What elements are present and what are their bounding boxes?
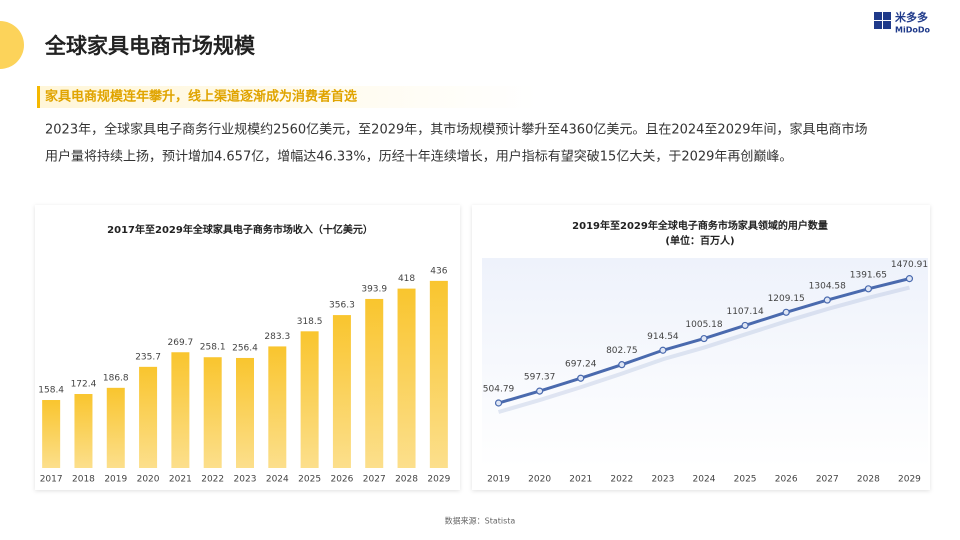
marker xyxy=(864,285,872,293)
logo-icon xyxy=(883,12,891,20)
x-tick-label: 2027 xyxy=(363,475,386,485)
x-tick-label: 2028 xyxy=(395,475,418,485)
chart-subtitle: (单位：百万人) xyxy=(665,234,734,247)
x-tick-label: 2021 xyxy=(169,475,192,485)
marker xyxy=(782,308,790,316)
x-tick-label: 2028 xyxy=(857,475,880,485)
logo-icon xyxy=(874,21,882,29)
bar xyxy=(397,288,416,468)
logo-icon xyxy=(883,21,891,29)
x-tick-label: 2024 xyxy=(693,475,716,485)
source: 数据来源：Statista xyxy=(445,516,516,526)
value-label: 186.8 xyxy=(103,373,129,383)
logo-en: MiDoDo xyxy=(895,26,930,35)
x-tick-label: 2022 xyxy=(610,475,633,485)
chart-title: 2017年至2029年全球家具电子商务市场收入（十亿美元） xyxy=(107,223,373,236)
x-tick-label: 2021 xyxy=(569,475,592,485)
bar xyxy=(106,387,125,468)
value-label: 1304.58 xyxy=(809,282,846,292)
logo-icon xyxy=(874,12,882,20)
headline: 家具电商规模连年攀升，线上渠道逐渐成为消费者首选 xyxy=(45,89,357,105)
bar xyxy=(139,366,158,468)
value-label: 597.37 xyxy=(524,373,556,383)
value-label: 158.4 xyxy=(38,386,64,396)
marker xyxy=(618,361,626,369)
value-label: 356.3 xyxy=(329,301,355,311)
body-text: 2023年，全球家具电子商务行业规模约2560亿美元，至2029年，其市场规模预… xyxy=(45,122,868,138)
x-tick-label: 2023 xyxy=(234,475,257,485)
x-tick-label: 2029 xyxy=(427,475,450,485)
bar xyxy=(236,357,254,468)
x-tick-label: 2029 xyxy=(898,475,921,485)
page-title: 全球家具电商市场规模 xyxy=(44,34,256,58)
value-label: 436 xyxy=(430,266,447,276)
value-label: 393.9 xyxy=(361,284,387,294)
value-label: 258.1 xyxy=(200,343,226,353)
x-tick-label: 2017 xyxy=(40,475,63,485)
marker xyxy=(823,296,831,304)
x-tick-label: 2025 xyxy=(734,475,757,485)
x-tick-label: 2019 xyxy=(487,475,510,485)
marker xyxy=(905,275,914,283)
chart-title: 2019年至2029年全球电子商务市场家具领域的用户数量 xyxy=(572,219,828,232)
bar xyxy=(365,298,384,468)
bar xyxy=(300,331,319,468)
marker xyxy=(494,399,503,407)
bar xyxy=(268,346,287,468)
logo-name: 米多多 xyxy=(894,10,928,24)
bar xyxy=(171,352,190,468)
value-label: 1209.15 xyxy=(768,294,805,304)
value-label: 172.4 xyxy=(71,380,97,390)
bar xyxy=(42,400,61,468)
value-label: 318.5 xyxy=(297,317,323,327)
x-tick-label: 2026 xyxy=(775,475,798,485)
value-label: 418 xyxy=(398,274,415,284)
x-tick-label: 2023 xyxy=(651,475,674,485)
marker xyxy=(577,374,585,382)
value-label: 1005.18 xyxy=(685,320,722,330)
value-label: 256.4 xyxy=(232,343,258,353)
value-label: 235.7 xyxy=(135,352,161,362)
value-label: 802.75 xyxy=(606,346,638,356)
logo: 米多多 MiDoDo xyxy=(874,10,930,35)
bar xyxy=(429,280,448,468)
value-label: 283.3 xyxy=(264,332,290,342)
x-tick-label: 2025 xyxy=(298,475,321,485)
x-tick-label: 2018 xyxy=(72,475,95,485)
bar xyxy=(74,394,93,468)
x-tick-label: 2019 xyxy=(104,475,127,485)
value-label: 1107.14 xyxy=(726,307,763,317)
bar xyxy=(203,357,222,468)
x-tick-label: 2024 xyxy=(266,475,289,485)
marker xyxy=(741,321,749,330)
value-label: 269.7 xyxy=(168,338,194,348)
line-shadow xyxy=(497,285,910,414)
marker xyxy=(700,334,708,343)
marker xyxy=(536,387,544,395)
body-text: 用户量将持续上扬，预计增加4.657亿，增幅达46.33%，历经十年连续增长，用… xyxy=(45,149,792,165)
x-tick-label: 2027 xyxy=(816,475,839,485)
x-tick-label: 2020 xyxy=(528,475,551,485)
x-tick-label: 2020 xyxy=(137,475,160,485)
bar xyxy=(332,315,351,468)
value-label: 1470.91 xyxy=(891,260,928,270)
headline-band xyxy=(37,86,537,108)
marker xyxy=(659,346,667,354)
x-tick-label: 2026 xyxy=(330,475,353,485)
headline-bar xyxy=(37,86,40,108)
value-label: 914.54 xyxy=(647,332,679,342)
value-label: 1391.65 xyxy=(850,270,887,280)
value-label: 504.79 xyxy=(483,385,515,395)
x-tick-label: 2022 xyxy=(201,475,224,485)
value-label: 697.24 xyxy=(565,360,597,370)
corner-decoration xyxy=(0,21,24,69)
